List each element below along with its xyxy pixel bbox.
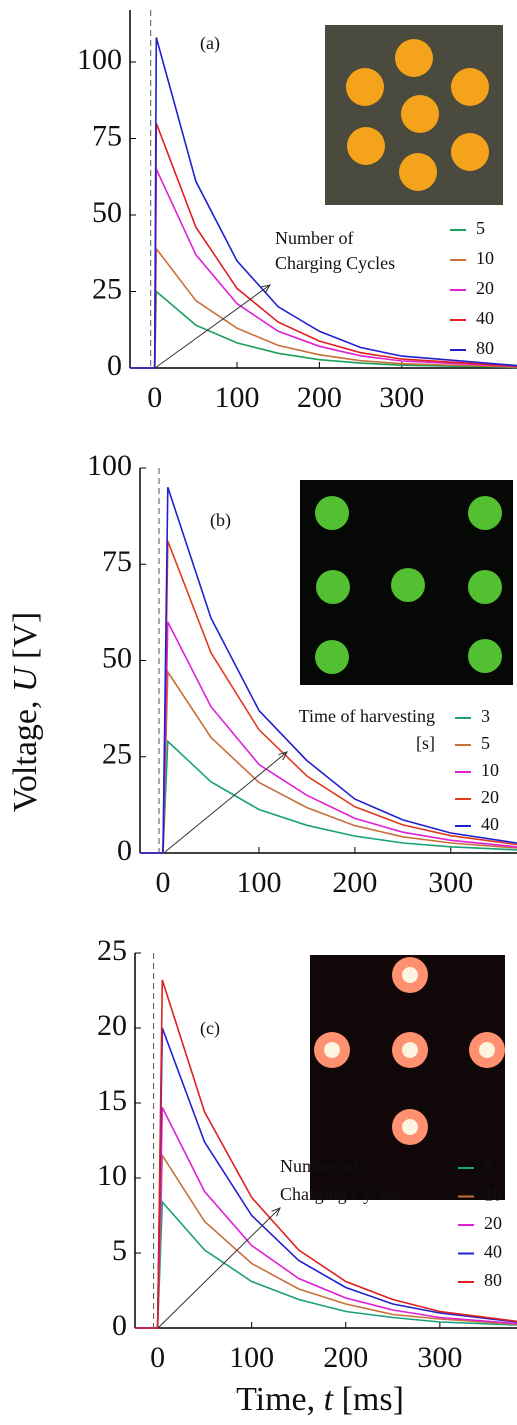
y-tick-label: 5 bbox=[112, 1234, 127, 1267]
inset-photo-c bbox=[310, 955, 505, 1200]
x-tick-label: 100 bbox=[236, 866, 281, 899]
legend-label: 20 bbox=[484, 1213, 502, 1233]
legend-label: 5 bbox=[484, 1156, 493, 1176]
x-tick-label: 100 bbox=[229, 1341, 274, 1374]
legend-label: 10 bbox=[484, 1185, 502, 1205]
trend-arrow-head bbox=[261, 284, 272, 293]
legend-label: 40 bbox=[484, 1242, 502, 1262]
trend-arrow bbox=[157, 1207, 281, 1329]
y-tick-label: 50 bbox=[102, 641, 132, 674]
trend-arrow-head bbox=[278, 751, 288, 761]
series-line bbox=[130, 289, 517, 369]
legend-label: 80 bbox=[476, 338, 494, 358]
legend-label: 20 bbox=[481, 787, 499, 807]
series-line bbox=[140, 487, 517, 854]
y-tick-label: 75 bbox=[92, 119, 122, 152]
trend-arrow-head bbox=[271, 1207, 281, 1217]
x-tick-label: 300 bbox=[428, 866, 473, 899]
x-tick-label: 200 bbox=[332, 866, 377, 899]
y-tick-label: 50 bbox=[92, 196, 122, 229]
legend-label: 10 bbox=[481, 760, 499, 780]
y-tick-label: 25 bbox=[102, 738, 132, 771]
series-line bbox=[130, 37, 517, 369]
panel-label: (c) bbox=[200, 1018, 220, 1039]
legend-label: 5 bbox=[476, 218, 485, 238]
legend-label: 80 bbox=[484, 1270, 502, 1290]
y-tick-label: 10 bbox=[97, 1159, 127, 1192]
x-tick-label: 0 bbox=[150, 1341, 165, 1374]
legend-label: 3 bbox=[481, 706, 490, 726]
trend-arrow bbox=[154, 284, 271, 369]
x-tick-label: 200 bbox=[323, 1341, 368, 1374]
legend-title: Time of harvesting bbox=[299, 706, 435, 726]
panel-label: (a) bbox=[200, 33, 220, 54]
legend-title: [s] bbox=[416, 733, 435, 753]
legend-label: 40 bbox=[476, 308, 494, 328]
legend-label: 5 bbox=[481, 733, 490, 753]
legend-label: 40 bbox=[481, 814, 499, 834]
series-line bbox=[135, 979, 517, 1329]
x-axis-label: Time, t [ms] bbox=[236, 1381, 404, 1418]
x-tick-label: 300 bbox=[417, 1341, 462, 1374]
legend-title: Charging Cycles bbox=[280, 1184, 400, 1204]
inset-photo-a bbox=[325, 25, 503, 205]
y-tick-label: 15 bbox=[97, 1084, 127, 1117]
panel-label: (b) bbox=[210, 510, 231, 531]
y-tick-label: 0 bbox=[107, 349, 122, 382]
series-line bbox=[135, 1199, 517, 1329]
trend-arrow bbox=[164, 751, 288, 853]
x-tick-label: 0 bbox=[156, 866, 171, 899]
legend-label: 10 bbox=[476, 248, 494, 268]
y-tick-label: 100 bbox=[87, 449, 132, 482]
y-tick-label: 75 bbox=[102, 545, 132, 578]
x-tick-label: 200 bbox=[297, 381, 342, 414]
x-tick-label: 0 bbox=[147, 381, 162, 414]
y-tick-label: 100 bbox=[77, 43, 122, 76]
y-tick-label: 25 bbox=[97, 934, 127, 967]
x-tick-label: 100 bbox=[215, 381, 260, 414]
y-axis-label: Voltage, U [V] bbox=[7, 612, 44, 813]
legend-label: 20 bbox=[476, 278, 494, 298]
y-tick-label: 25 bbox=[92, 272, 122, 305]
x-tick-label: 300 bbox=[379, 381, 424, 414]
legend-title: Number of bbox=[275, 228, 353, 248]
legend-title: Number of bbox=[280, 1156, 358, 1176]
legend-title: Charging Cycles bbox=[275, 253, 395, 273]
inset-photo-b bbox=[300, 480, 513, 685]
y-tick-label: 20 bbox=[97, 1009, 127, 1042]
y-tick-label: 0 bbox=[117, 834, 132, 867]
y-tick-label: 0 bbox=[112, 1309, 127, 1342]
series-line bbox=[140, 739, 517, 854]
